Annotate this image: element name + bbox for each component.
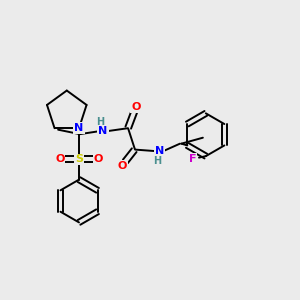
Text: O: O: [131, 102, 140, 112]
Text: S: S: [75, 154, 83, 164]
Text: H: H: [154, 156, 162, 166]
Text: O: O: [118, 161, 127, 171]
Text: N: N: [74, 123, 84, 133]
Text: O: O: [94, 154, 103, 164]
Text: F: F: [189, 154, 196, 164]
Text: O: O: [55, 154, 64, 164]
Text: N: N: [98, 126, 108, 136]
Text: N: N: [154, 146, 164, 156]
Text: H: H: [97, 117, 105, 127]
